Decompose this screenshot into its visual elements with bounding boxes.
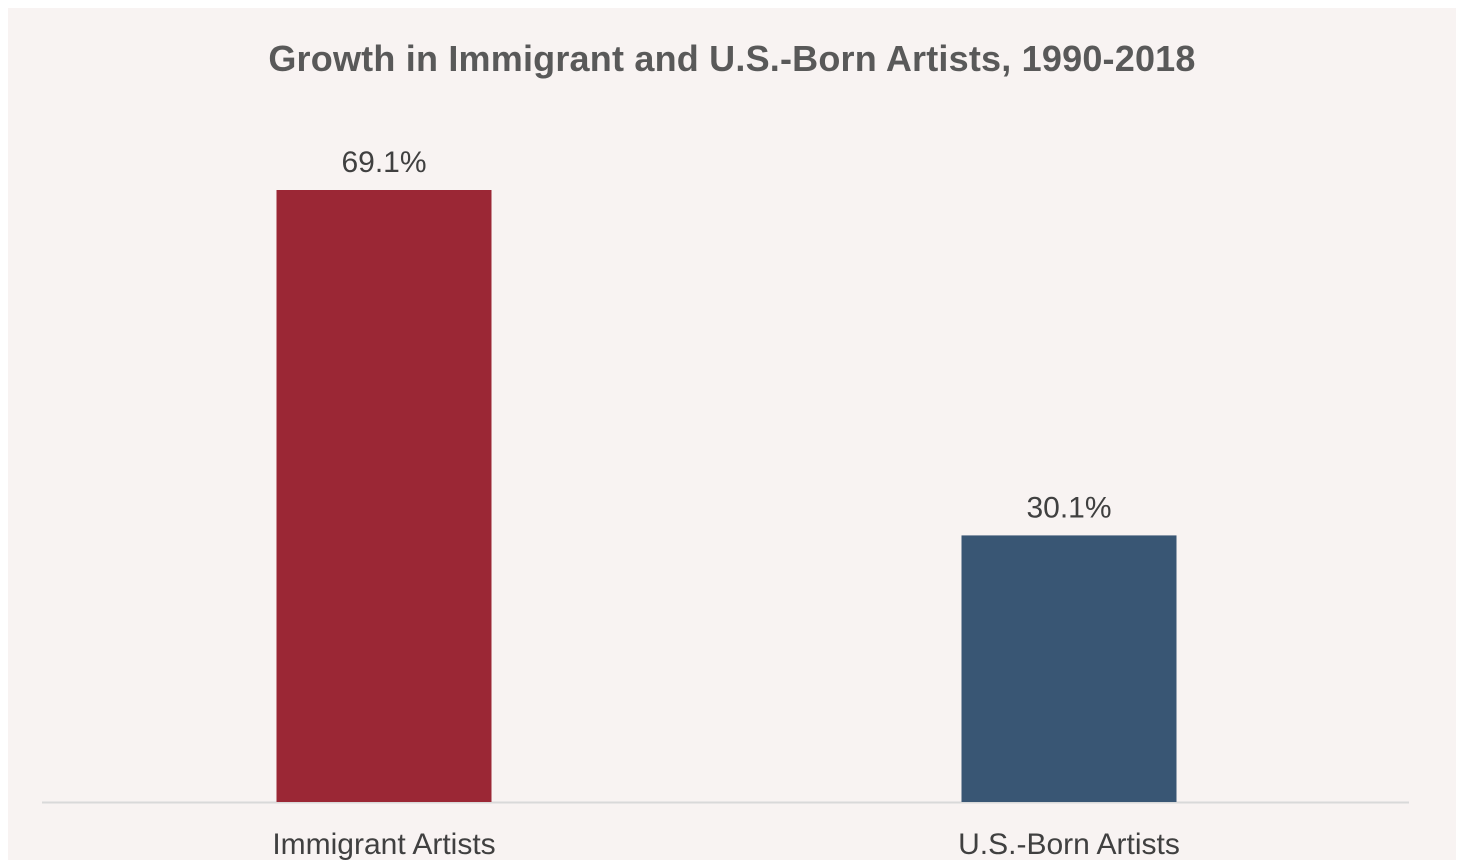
chart-frame: Growth in Immigrant and U.S.-Born Artist…	[8, 8, 1456, 860]
data-label: 69.1%	[341, 146, 426, 179]
bar-immigrant-artists	[276, 190, 492, 802]
x-tick-label: Immigrant Artists	[272, 828, 495, 860]
x-tick-label: U.S.-Born Artists	[958, 828, 1180, 860]
bar-us-born-artists	[961, 535, 1177, 802]
data-label: 30.1%	[1026, 491, 1111, 524]
chart-title: Growth in Immigrant and U.S.-Born Artist…	[268, 38, 1196, 79]
bar-chart-plot: 69.1% Immigrant Artists 30.1% U.S.-Born Art…	[42, 146, 1409, 860]
